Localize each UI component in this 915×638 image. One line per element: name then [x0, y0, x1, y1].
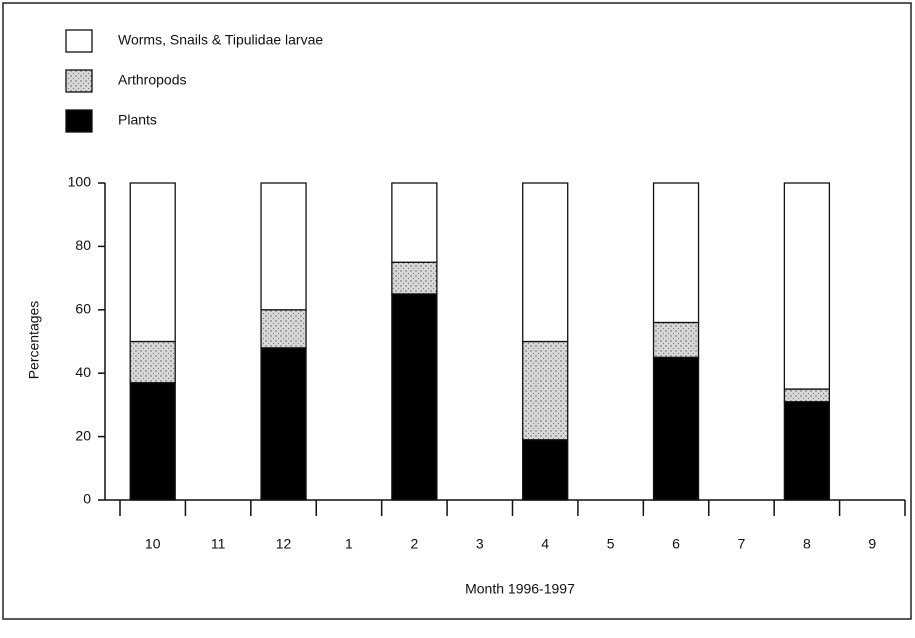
x-tick-label: 10	[145, 536, 161, 552]
y-tick-label: 20	[75, 427, 91, 443]
legend-label: Arthropods	[118, 72, 186, 88]
bar-segment	[391, 182, 438, 263]
frame	[2, 2, 912, 620]
x-tick-label: 3	[476, 536, 484, 552]
x-tick-label: 8	[803, 536, 811, 552]
bar-segment	[783, 401, 831, 501]
bar-segment	[652, 182, 700, 324]
x-tick-label: 2	[410, 536, 418, 552]
x-tick-label: 11	[211, 536, 226, 552]
legend-label: Plants	[118, 112, 157, 128]
y-axis-label: Percentages	[26, 301, 42, 380]
y-tick-label: 80	[75, 237, 91, 253]
bar-segment	[260, 309, 307, 349]
y-tick-label: 0	[83, 491, 91, 507]
x-tick-label: 6	[672, 536, 680, 552]
bar-segment	[522, 340, 569, 441]
y-tick-label: 60	[75, 301, 91, 317]
x-tick-label: 4	[541, 536, 549, 552]
x-tick-label: 1	[345, 536, 353, 552]
bar-segment	[391, 293, 438, 501]
bar-segment	[391, 261, 438, 295]
bar-segment	[129, 382, 176, 501]
x-tick-label: 5	[607, 536, 615, 552]
bar-segment	[522, 439, 569, 501]
bar-segment	[783, 182, 831, 390]
x-tick-label: 9	[868, 536, 876, 552]
bar-segment	[652, 321, 700, 359]
x-axis-label: Month 1996-1997	[465, 581, 575, 597]
legend-swatch	[65, 109, 93, 133]
bar-segment	[783, 388, 831, 403]
bar-segment	[260, 347, 307, 501]
y-tick-label: 100	[68, 174, 92, 190]
x-tick-label: 7	[738, 536, 746, 552]
bar-segment	[129, 182, 176, 343]
bar-segment	[260, 182, 307, 311]
bar-segment	[129, 340, 176, 384]
x-tick-label: 12	[276, 536, 292, 552]
y-tick-label: 40	[75, 364, 91, 380]
legend-label: Worms, Snails & Tipulidae larvae	[118, 32, 323, 48]
bar-segment	[522, 182, 569, 343]
legend-swatch	[65, 29, 93, 53]
legend-swatch	[65, 69, 93, 93]
bar-segment	[652, 356, 700, 501]
